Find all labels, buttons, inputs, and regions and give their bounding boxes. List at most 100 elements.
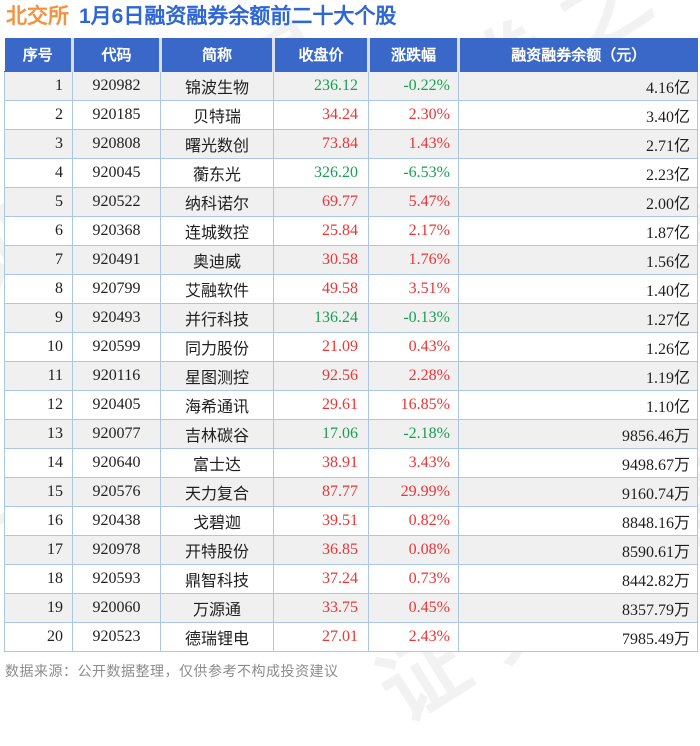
cell-balance: 1.26亿 bbox=[458, 332, 698, 362]
cell-code: 920799 bbox=[72, 274, 161, 304]
cell-seq: 9 bbox=[4, 303, 73, 333]
cell-close-price: 236.12 bbox=[273, 71, 369, 101]
cell-change-pct: 2.17% bbox=[368, 216, 459, 246]
cell-name: 富士达 bbox=[160, 448, 274, 478]
table-row: 7 920491 奥迪威 30.58 1.76% 1.56亿 bbox=[4, 245, 698, 275]
cell-code: 920808 bbox=[72, 129, 161, 159]
cell-code: 920982 bbox=[72, 71, 161, 101]
cell-code: 920522 bbox=[72, 187, 161, 217]
cell-seq: 20 bbox=[4, 622, 73, 652]
cell-balance: 3.40亿 bbox=[458, 100, 698, 130]
table-row: 19 920060 万源通 33.75 0.45% 8357.79万 bbox=[4, 593, 698, 623]
cell-change-pct: 5.47% bbox=[368, 187, 459, 217]
cell-close-price: 36.85 bbox=[273, 535, 369, 565]
cell-name: 奥迪威 bbox=[160, 245, 274, 275]
header-balance: 融资融券余额（元） bbox=[458, 38, 698, 72]
table-row: 12 920405 海希通讯 29.61 16.85% 1.10亿 bbox=[4, 390, 698, 420]
cell-code: 920978 bbox=[72, 535, 161, 565]
cell-change-pct: 0.82% bbox=[368, 506, 459, 536]
cell-change-pct: 0.45% bbox=[368, 593, 459, 623]
data-source-note: 数据来源：公开数据整理，仅供参考不构成投资建议 bbox=[5, 663, 339, 679]
cell-balance: 1.27亿 bbox=[458, 303, 698, 333]
cell-name: 鼎智科技 bbox=[160, 564, 274, 594]
cell-change-pct: 2.43% bbox=[368, 622, 459, 652]
cell-close-price: 27.01 bbox=[273, 622, 369, 652]
cell-balance: 8848.16万 bbox=[458, 506, 698, 536]
cell-close-price: 87.77 bbox=[273, 477, 369, 507]
table-row: 9 920493 并行科技 136.24 -0.13% 1.27亿 bbox=[4, 303, 698, 333]
table-row: 17 920978 开特股份 36.85 0.08% 8590.61万 bbox=[4, 535, 698, 565]
cell-change-pct: 0.08% bbox=[368, 535, 459, 565]
cell-name: 天力复合 bbox=[160, 477, 274, 507]
cell-balance: 2.23亿 bbox=[458, 158, 698, 188]
cell-name: 曙光数创 bbox=[160, 129, 274, 159]
cell-name: 贝特瑞 bbox=[160, 100, 274, 130]
cell-balance: 9498.67万 bbox=[458, 448, 698, 478]
cell-change-pct: -0.13% bbox=[368, 303, 459, 333]
cell-close-price: 33.75 bbox=[273, 593, 369, 623]
cell-seq: 7 bbox=[4, 245, 73, 275]
cell-name: 海希通讯 bbox=[160, 390, 274, 420]
cell-change-pct: 16.85% bbox=[368, 390, 459, 420]
cell-seq: 2 bbox=[4, 100, 73, 130]
cell-close-price: 92.56 bbox=[273, 361, 369, 391]
cell-code: 920523 bbox=[72, 622, 161, 652]
table-row: 14 920640 富士达 38.91 3.43% 9498.67万 bbox=[4, 448, 698, 478]
cell-close-price: 136.24 bbox=[273, 303, 369, 333]
cell-balance: 9856.46万 bbox=[458, 419, 698, 449]
cell-close-price: 34.24 bbox=[273, 100, 369, 130]
cell-balance: 9160.74万 bbox=[458, 477, 698, 507]
cell-balance: 8357.79万 bbox=[458, 593, 698, 623]
cell-seq: 17 bbox=[4, 535, 73, 565]
cell-code: 920077 bbox=[72, 419, 161, 449]
table-row: 5 920522 纳科诺尔 69.77 5.47% 2.00亿 bbox=[4, 187, 698, 217]
cell-code: 920060 bbox=[72, 593, 161, 623]
header-name: 简称 bbox=[160, 38, 275, 72]
cell-name: 锦波生物 bbox=[160, 71, 274, 101]
cell-seq: 6 bbox=[4, 216, 73, 246]
cell-code: 920599 bbox=[72, 332, 161, 362]
cell-balance: 2.00亿 bbox=[458, 187, 698, 217]
cell-code: 920116 bbox=[72, 361, 161, 391]
cell-balance: 7985.49万 bbox=[458, 622, 698, 652]
margin-balance-table: 序号 代码 简称 收盘价 涨跌幅 融资融券余额（元） 1 920982 锦波生物 23… bbox=[4, 38, 698, 652]
cell-close-price: 37.24 bbox=[273, 564, 369, 594]
cell-seq: 1 bbox=[4, 71, 73, 101]
cell-seq: 4 bbox=[4, 158, 73, 188]
cell-change-pct: 0.73% bbox=[368, 564, 459, 594]
cell-change-pct: 2.30% bbox=[368, 100, 459, 130]
cell-close-price: 49.58 bbox=[273, 274, 369, 304]
cell-code: 920438 bbox=[72, 506, 161, 536]
cell-balance: 8590.61万 bbox=[458, 535, 698, 565]
cell-close-price: 39.51 bbox=[273, 506, 369, 536]
header-seq: 序号 bbox=[4, 38, 74, 72]
cell-change-pct: 3.43% bbox=[368, 448, 459, 478]
table-row: 8 920799 艾融软件 49.58 3.51% 1.40亿 bbox=[4, 274, 698, 304]
cell-balance: 1.10亿 bbox=[458, 390, 698, 420]
cell-seq: 8 bbox=[4, 274, 73, 304]
cell-seq: 13 bbox=[4, 419, 73, 449]
cell-name: 开特股份 bbox=[160, 535, 274, 565]
table-row: 15 920576 天力复合 87.77 29.99% 9160.74万 bbox=[4, 477, 698, 507]
cell-seq: 3 bbox=[4, 129, 73, 159]
table-row: 4 920045 蘅东光 326.20 -6.53% 2.23亿 bbox=[4, 158, 698, 188]
header-close: 收盘价 bbox=[273, 38, 370, 72]
cell-code: 920576 bbox=[72, 477, 161, 507]
table-row: 18 920593 鼎智科技 37.24 0.73% 8442.82万 bbox=[4, 564, 698, 594]
cell-name: 纳科诺尔 bbox=[160, 187, 274, 217]
cell-change-pct: -2.18% bbox=[368, 419, 459, 449]
table-row: 13 920077 吉林碳谷 17.06 -2.18% 9856.46万 bbox=[4, 419, 698, 449]
cell-name: 并行科技 bbox=[160, 303, 274, 333]
cell-seq: 12 bbox=[4, 390, 73, 420]
cell-name: 同力股份 bbox=[160, 332, 274, 362]
cell-seq: 18 bbox=[4, 564, 73, 594]
cell-close-price: 25.84 bbox=[273, 216, 369, 246]
cell-change-pct: 1.76% bbox=[368, 245, 459, 275]
cell-code: 920491 bbox=[72, 245, 161, 275]
cell-balance: 1.87亿 bbox=[458, 216, 698, 246]
cell-balance: 4.16亿 bbox=[458, 71, 698, 101]
cell-change-pct: 1.43% bbox=[368, 129, 459, 159]
cell-code: 920493 bbox=[72, 303, 161, 333]
table-row: 20 920523 德瑞锂电 27.01 2.43% 7985.49万 bbox=[4, 622, 698, 652]
cell-change-pct: 29.99% bbox=[368, 477, 459, 507]
